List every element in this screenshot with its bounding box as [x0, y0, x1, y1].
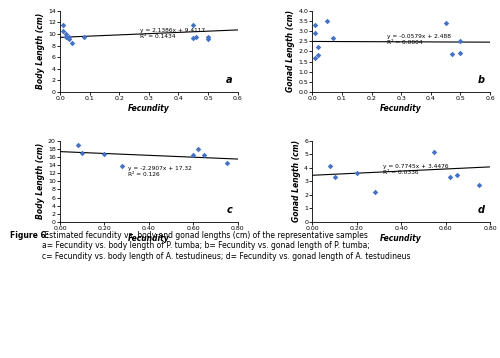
X-axis label: Fecundity: Fecundity — [380, 104, 422, 113]
Point — [222, 160, 230, 166]
Point — [190, 23, 198, 28]
Point — [204, 36, 212, 42]
Point — [456, 38, 464, 44]
Point — [100, 151, 108, 156]
Point — [452, 172, 460, 178]
Point — [204, 34, 212, 40]
Point — [475, 183, 483, 188]
Point — [329, 35, 337, 41]
Text: b: b — [478, 76, 484, 86]
Point — [352, 170, 360, 176]
Point — [80, 34, 88, 40]
Point — [314, 44, 322, 50]
Point — [59, 28, 67, 34]
Text: Figure 6:: Figure 6: — [10, 231, 49, 240]
Point — [200, 152, 208, 158]
Point — [448, 52, 456, 57]
Point — [78, 150, 86, 156]
Point — [65, 36, 73, 42]
Text: y = 0.7745x + 3.4476
R² = 0.0336: y = 0.7745x + 3.4476 R² = 0.0336 — [384, 164, 449, 175]
X-axis label: Fecundity: Fecundity — [380, 234, 422, 243]
Text: Estimated fecundity vs. body and gonad lengths (cm) of the representative sample: Estimated fecundity vs. body and gonad l… — [42, 231, 411, 261]
X-axis label: Fecundity: Fecundity — [128, 234, 170, 243]
Point — [370, 189, 378, 195]
Point — [456, 50, 464, 56]
Point — [62, 34, 70, 40]
Point — [312, 55, 320, 61]
Text: a: a — [226, 76, 232, 86]
Text: y = 2.1386x + 9.4117
R² = 0.1434: y = 2.1386x + 9.4117 R² = 0.1434 — [140, 28, 205, 39]
Point — [118, 163, 126, 169]
Point — [330, 174, 338, 180]
Point — [194, 146, 202, 152]
Point — [74, 142, 82, 147]
Point — [326, 164, 334, 169]
Y-axis label: Body Length (cm): Body Length (cm) — [36, 143, 45, 219]
Point — [190, 35, 198, 41]
Y-axis label: Gonad Length (cm): Gonad Length (cm) — [286, 10, 296, 92]
Point — [314, 53, 322, 58]
Text: y = -2.2907x + 17.32
R² = 0.126: y = -2.2907x + 17.32 R² = 0.126 — [128, 166, 192, 177]
Point — [442, 20, 450, 26]
Text: c: c — [226, 205, 232, 216]
Text: d: d — [478, 205, 484, 216]
Point — [68, 40, 76, 45]
Y-axis label: Body Length (cm): Body Length (cm) — [36, 13, 45, 90]
Point — [430, 149, 438, 154]
Point — [190, 152, 198, 158]
Point — [312, 30, 320, 36]
Point — [312, 22, 320, 28]
Point — [446, 174, 454, 180]
X-axis label: Fecundity: Fecundity — [128, 104, 170, 113]
Point — [59, 23, 67, 28]
Y-axis label: Gonad Length (cm): Gonad Length (cm) — [292, 140, 302, 222]
Point — [65, 34, 73, 40]
Point — [323, 18, 331, 24]
Point — [192, 34, 200, 40]
Text: y = -0.0579x + 2.488
R² = 0.0004: y = -0.0579x + 2.488 R² = 0.0004 — [387, 34, 451, 45]
Point — [62, 31, 70, 37]
